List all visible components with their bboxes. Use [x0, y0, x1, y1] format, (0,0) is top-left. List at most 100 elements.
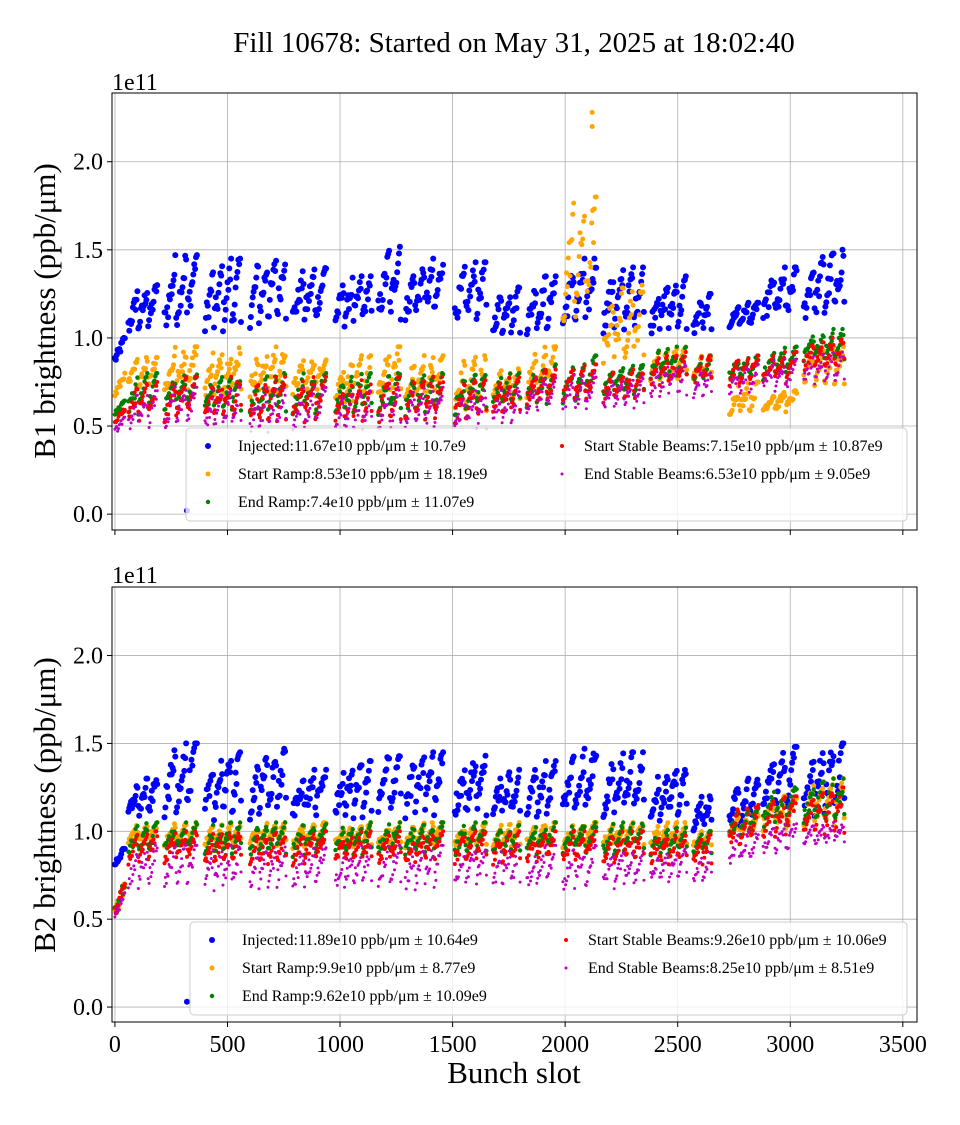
data-point-end-stable — [263, 405, 266, 408]
data-point-start-ramp — [592, 206, 597, 211]
data-point-start-stable — [460, 390, 464, 394]
data-point-start-stable — [258, 416, 262, 420]
data-point-start-ramp — [629, 312, 634, 317]
data-point-injected — [473, 259, 479, 265]
data-point-injected — [192, 266, 198, 272]
data-point-injected — [365, 778, 371, 784]
data-point-end-stable — [703, 383, 706, 386]
data-point-injected — [185, 797, 191, 803]
data-point-end-stable — [740, 389, 743, 392]
data-point-end-stable — [472, 394, 475, 397]
data-point-injected — [708, 291, 714, 297]
data-point-injected — [134, 297, 140, 303]
data-point-injected — [420, 770, 426, 776]
data-point-end-stable — [168, 417, 171, 420]
data-point-end-stable — [569, 393, 572, 396]
data-point-end-stable — [420, 401, 423, 404]
data-point-injected — [573, 801, 579, 807]
data-point-injected — [221, 804, 227, 810]
data-point-injected — [586, 307, 592, 313]
data-point-end-stable — [577, 402, 580, 405]
data-point-injected — [283, 316, 289, 322]
data-point-end-stable — [575, 393, 578, 396]
data-point-start-ramp — [568, 273, 573, 278]
data-point-end-stable — [457, 413, 460, 416]
data-point-end-stable — [637, 393, 640, 396]
data-point-end-ramp — [301, 823, 305, 827]
data-point-start-ramp — [429, 366, 434, 371]
data-point-start-stable — [611, 371, 615, 375]
data-point-end-ramp — [641, 363, 645, 367]
data-point-start-stable — [283, 375, 287, 379]
data-point-end-stable — [493, 407, 496, 410]
data-point-start-stable — [426, 395, 430, 399]
data-point-start-ramp — [641, 290, 646, 295]
data-point-end-stable — [469, 406, 472, 409]
data-point-end-stable — [638, 388, 641, 391]
data-point-injected — [282, 748, 288, 754]
data-point-injected — [663, 789, 669, 795]
data-point-start-ramp — [441, 353, 446, 358]
data-point-injected — [357, 279, 363, 285]
data-point-injected — [218, 273, 224, 279]
data-point-start-ramp — [741, 403, 746, 408]
data-point-start-ramp — [791, 397, 796, 402]
data-point-end-stable — [477, 422, 480, 425]
data-point-injected — [618, 776, 624, 782]
data-point-injected — [377, 291, 383, 297]
data-point-end-stable — [543, 378, 546, 381]
data-point-injected — [247, 325, 253, 331]
data-point-end-stable — [547, 399, 550, 402]
data-point-end-stable — [476, 411, 479, 414]
data-point-end-stable — [513, 409, 516, 412]
data-point-injected — [206, 314, 212, 320]
data-point-end-stable — [828, 366, 831, 369]
data-point-end-stable — [186, 414, 189, 417]
data-point-start-stable — [411, 394, 415, 398]
data-point-injected — [609, 761, 615, 767]
data-point-injected — [367, 283, 373, 289]
data-point-injected — [813, 309, 819, 315]
data-point-start-ramp — [153, 361, 158, 366]
data-point-start-ramp — [188, 376, 193, 381]
data-point-injected — [180, 773, 186, 779]
data-point-start-ramp — [173, 825, 178, 830]
data-point-end-ramp — [220, 375, 224, 379]
data-point-injected — [423, 791, 429, 797]
data-point-end-stable — [133, 413, 136, 416]
data-point-start-ramp — [312, 363, 317, 368]
data-point-injected — [807, 292, 813, 298]
data-point-injected — [234, 781, 240, 787]
data-point-start-ramp — [615, 332, 620, 337]
data-point-end-stable — [774, 390, 777, 393]
data-point-injected — [810, 767, 816, 773]
data-point-end-stable — [425, 422, 428, 425]
data-point-start-stable — [369, 382, 373, 386]
data-point-end-stable — [410, 401, 413, 404]
data-point-end-stable — [463, 403, 466, 406]
data-point-injected — [507, 777, 513, 783]
data-point-injected — [763, 789, 769, 795]
data-point-injected — [755, 300, 761, 306]
data-point-end-stable — [816, 368, 819, 371]
data-point-injected — [840, 253, 846, 259]
data-point-end-stable — [782, 370, 785, 373]
data-point-start-stable — [708, 354, 712, 358]
data-point-start-stable — [840, 337, 844, 341]
data-point-end-stable — [509, 393, 512, 396]
x-tick-label: 2500 — [654, 1032, 702, 1058]
data-point-end-stable — [649, 392, 652, 395]
data-point-end-stable — [257, 405, 260, 408]
data-point-end-stable — [744, 378, 747, 381]
data-point-start-ramp — [324, 357, 329, 362]
data-point-start-ramp — [591, 240, 596, 245]
data-point-injected — [402, 815, 408, 821]
data-point-start-ramp — [152, 366, 157, 371]
data-point-start-ramp — [293, 376, 298, 381]
data-point-end-stable — [251, 408, 254, 411]
data-point-injected — [252, 774, 258, 780]
data-point-injected — [621, 800, 627, 806]
data-point-injected — [264, 270, 270, 276]
data-point-injected — [270, 774, 276, 780]
data-point-start-ramp — [601, 361, 606, 366]
